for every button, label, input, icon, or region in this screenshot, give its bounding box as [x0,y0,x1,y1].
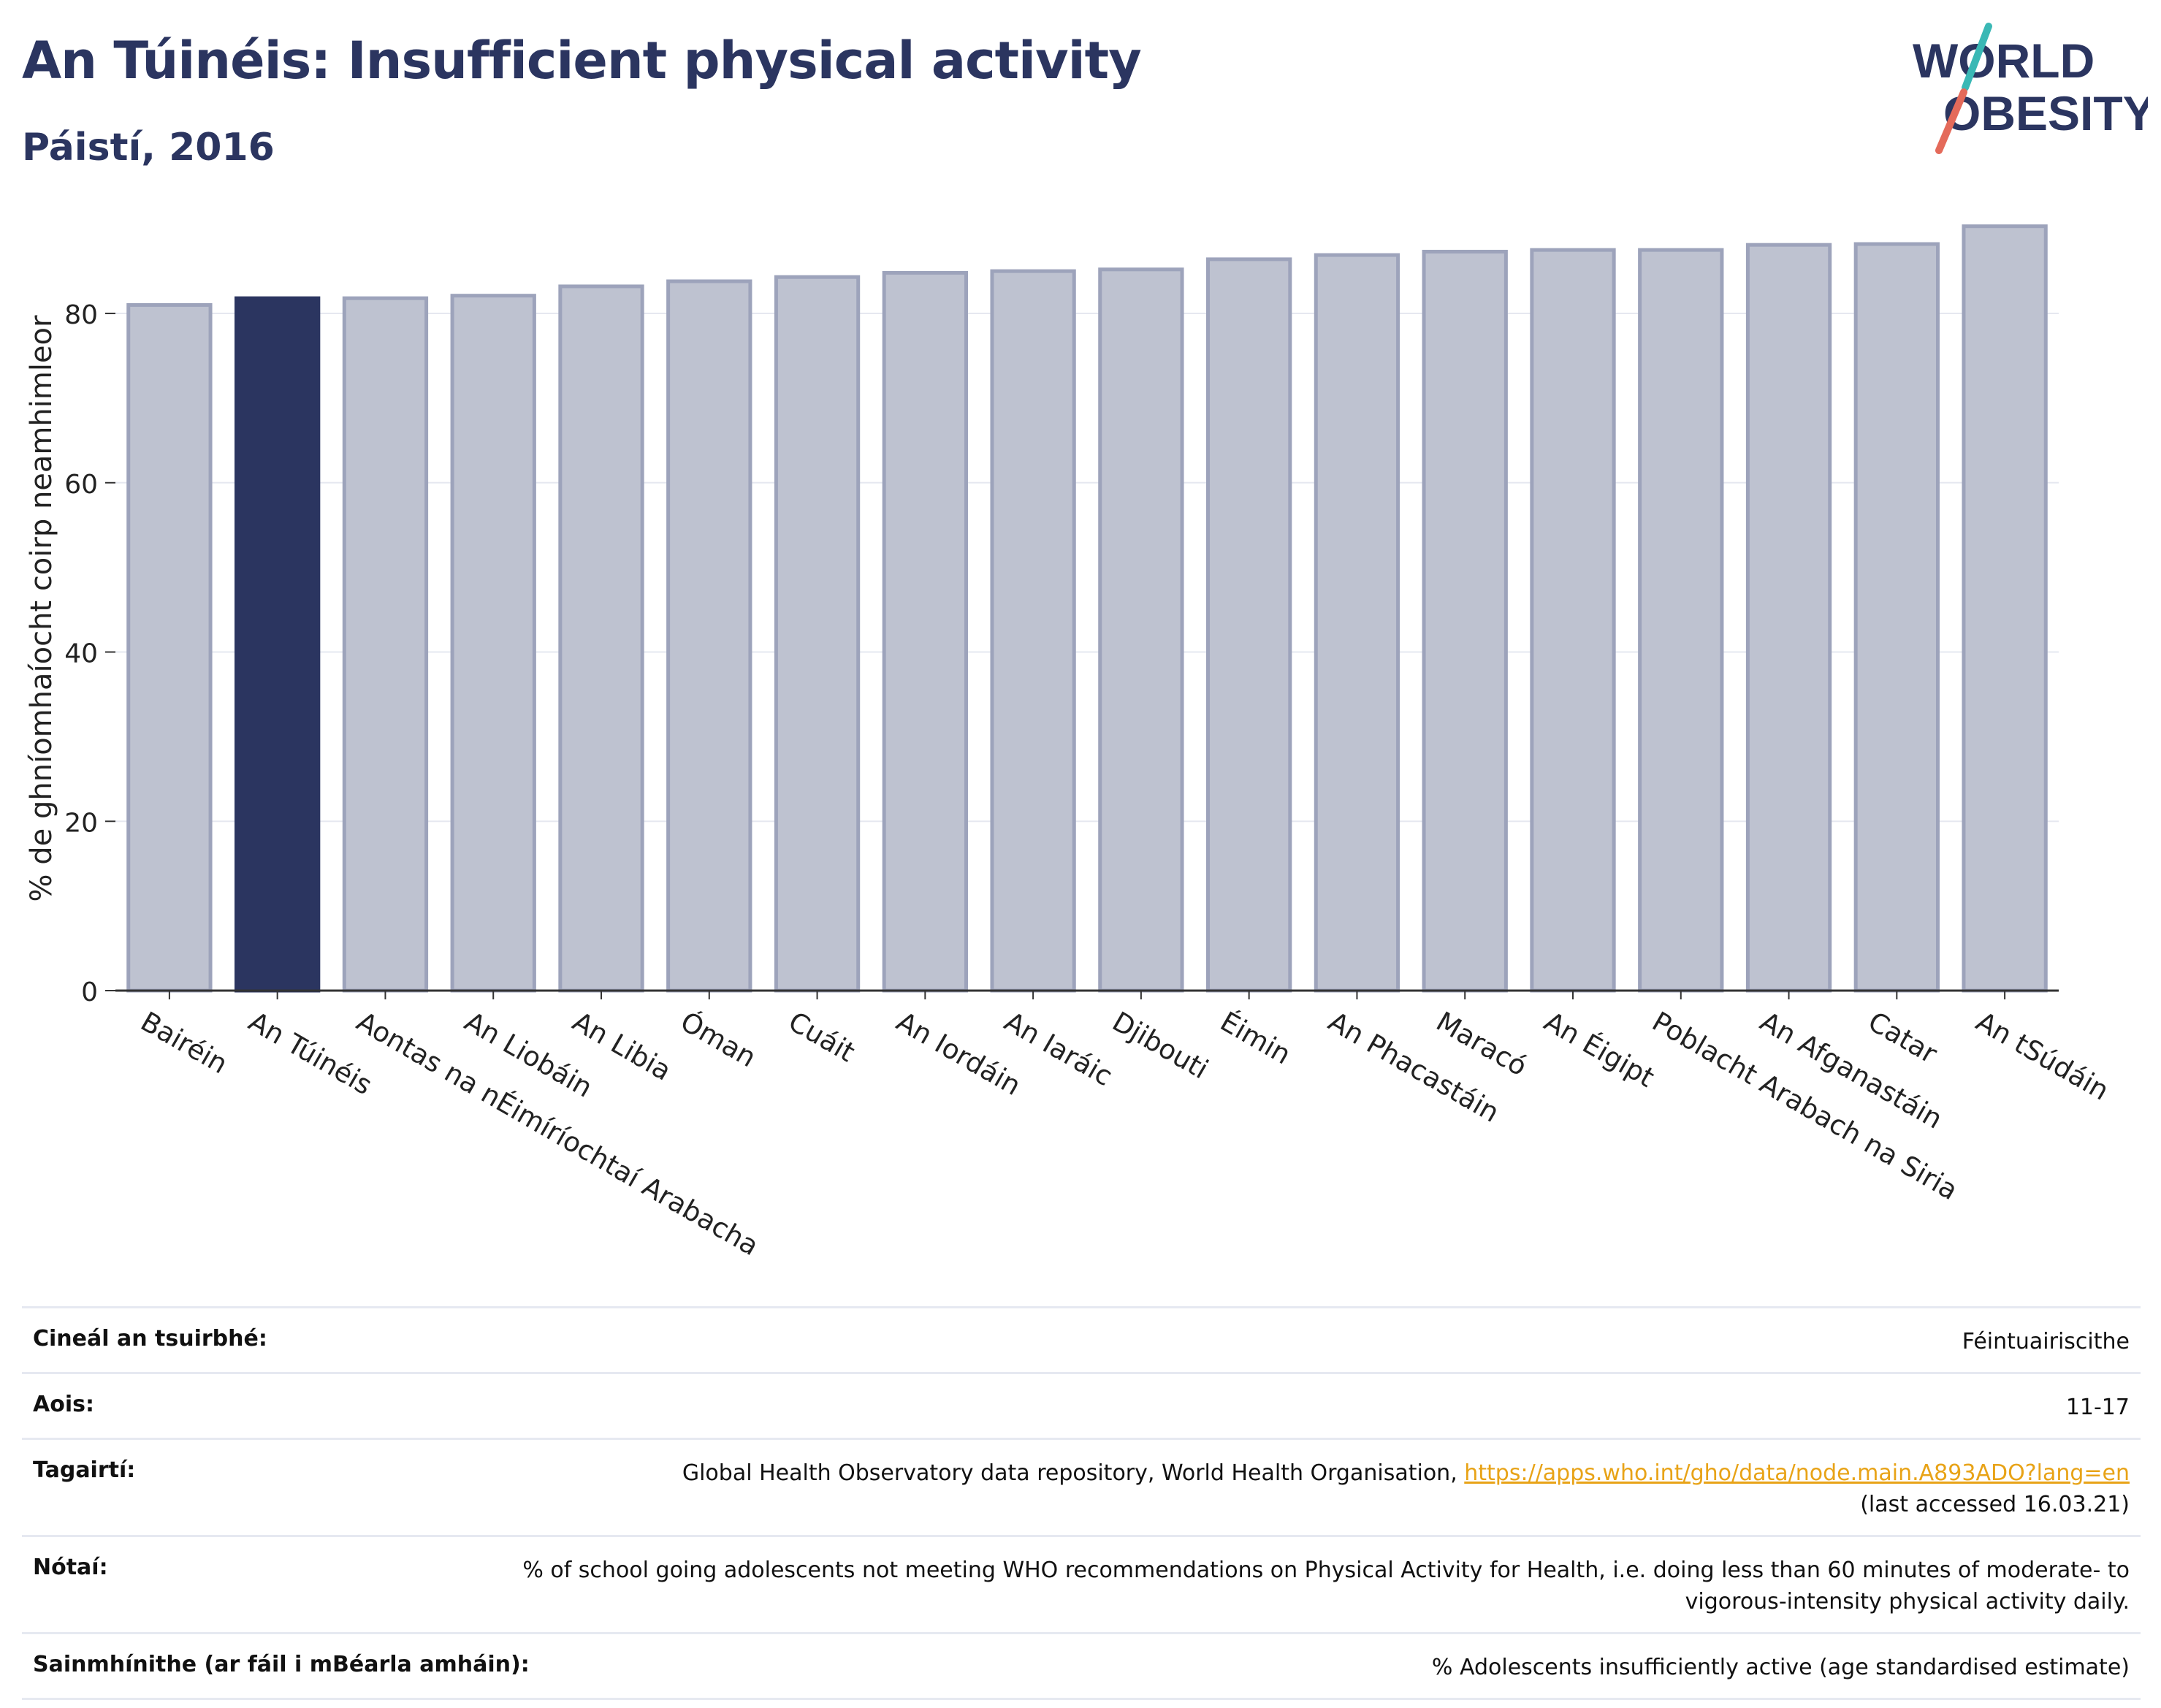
info-label: Sainmhínithe (ar fáil i mBéarla amháin): [33,1652,530,1677]
bar [235,296,321,993]
info-label: Tagairtí: [33,1457,136,1483]
x-tick-label: An Túinéis [243,1006,377,1102]
bar [1638,248,1724,993]
info-label: Nótaí: [33,1555,108,1580]
logo-slash-teal [1962,23,1992,91]
reference-link[interactable]: https://apps.who.int/gho/data/node.main.… [1464,1460,2130,1486]
info-row-age: Aois: 11-17 [22,1372,2141,1438]
y-axis-label: % de ghníomhaíocht coirp neamhimleor [25,315,58,901]
info-row-notes: Nótaí: % of school going adolescents not… [22,1535,2141,1632]
x-tick-label: An Éigipt [1539,1005,1661,1094]
bar [1206,257,1292,993]
x-tick-label: Catar [1863,1006,1943,1070]
info-value: % Adolescents insufficiently active (age… [1431,1655,2130,1680]
x-tick-label: Óman [675,1005,761,1074]
bar [1745,243,1832,993]
world-obesity-logo: WORLD OBESITY [1913,23,2148,154]
y-tick-label: 60 [64,470,98,500]
bar [774,275,861,993]
chart-title: An Túinéis: Insufficient physical activi… [22,31,1142,91]
chart-subtitle: Páistí, 2016 [22,126,275,169]
info-row-survey-type: Cineál an tsuirbhé: Féintuairiscithe [22,1306,2141,1372]
y-tick-label: 80 [64,300,98,330]
reference-accessed: (last accessed 16.03.21) [1860,1492,2130,1517]
bar [990,269,1076,993]
x-tick-label: An tSúdáin [1971,1006,2114,1107]
bar [666,279,752,993]
x-tick-label: Bairéin [135,1006,232,1080]
info-table: Cineál an tsuirbhé: Féintuairiscithe Aoi… [22,1306,2141,1700]
y-tick-label: 20 [64,808,98,838]
x-tick-label: Djibouti [1107,1006,1213,1086]
bar [1098,267,1184,993]
bar [342,296,429,993]
bar [1853,242,1940,993]
info-value: Féintuairiscithe [1962,1329,2130,1354]
logo-line1: WORLD [1913,34,2095,88]
bar [126,302,213,993]
x-tick-label: Cuáit [783,1006,860,1069]
x-tick-label: Éimin [1215,1005,1297,1071]
y-axis-ticks: 0 20 40 60 80 [64,300,115,1007]
logo-line2: OBESITY [1943,86,2148,140]
info-value: 11-17 [2065,1395,2130,1420]
bar [1530,248,1616,993]
bar [1422,249,1508,993]
y-tick-label: 0 [81,977,98,1007]
info-value: Global Health Observatory data repositor… [682,1457,2130,1520]
bar [558,284,644,993]
bars [126,224,2048,993]
y-tick-label: 40 [64,639,98,669]
info-value: % of school going adolescents not meetin… [522,1558,2130,1614]
logo-slash-red [1935,88,1967,154]
grid-lines [115,313,2059,823]
bar [450,294,536,993]
bar [1314,253,1400,993]
bar [882,270,968,993]
bar [1962,224,2048,993]
info-label: Cineál an tsuirbhé: [33,1326,267,1351]
info-row-definitions: Sainmhínithe (ar fáil i mBéarla amháin):… [22,1632,2141,1700]
reference-text: Global Health Observatory data repositor… [682,1460,1465,1486]
info-label: Aois: [33,1392,94,1417]
info-row-references: Tagairtí: Global Health Observatory data… [22,1438,2141,1535]
